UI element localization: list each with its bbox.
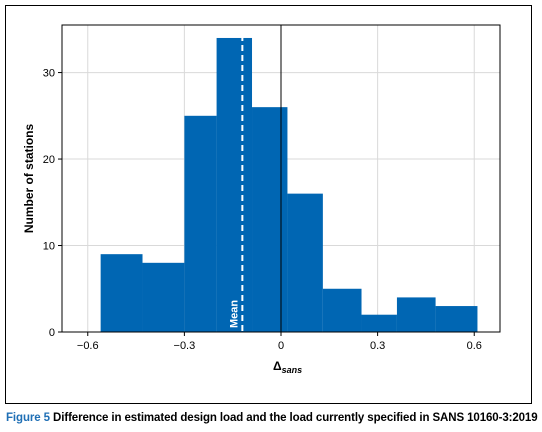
y-axis-label: Number of stations <box>22 124 36 234</box>
histogram-bar <box>435 306 478 332</box>
histogram-bar <box>216 37 253 332</box>
x-tick-label: −0.6 <box>77 340 99 352</box>
y-tick-label: 10 <box>43 241 55 253</box>
y-tick-label: 0 <box>49 327 55 339</box>
mean-label: Mean <box>228 300 240 328</box>
y-axis-ticks: 0 10 20 30 <box>43 68 62 339</box>
figure-number: Figure 5 <box>6 412 50 424</box>
histogram-bar <box>322 288 362 332</box>
histogram-bar <box>100 254 143 332</box>
figure-caption-text: Difference in estimated design load and … <box>53 412 538 424</box>
x-tick-label: 0 <box>278 340 284 352</box>
x-tick-label: 0.6 <box>467 340 482 352</box>
x-axis-label-main: Δ <box>273 359 282 373</box>
histogram-bar <box>252 107 288 332</box>
x-tick-label: 0.3 <box>370 340 385 352</box>
x-tick-label: −0.3 <box>174 340 196 352</box>
histogram-bar <box>287 193 323 332</box>
histogram-chart: Mean −0.6 −0.3 0 0.3 0.6 0 10 20 30 Number of s… <box>22 24 501 375</box>
histogram-bar <box>361 314 397 332</box>
figure-frame <box>5 5 532 404</box>
x-axis-label: Δsans <box>273 359 302 375</box>
y-tick-label: 20 <box>43 154 55 166</box>
x-axis-ticks: −0.6 −0.3 0 0.3 0.6 <box>77 332 482 352</box>
x-axis-label-subscript: sans <box>282 365 303 375</box>
histogram-bar <box>184 115 217 332</box>
y-tick-label: 30 <box>43 68 55 80</box>
figure-caption: Figure 5 Difference in estimated design … <box>6 412 538 424</box>
histogram-bar <box>396 297 436 332</box>
histogram-bar <box>142 262 185 332</box>
histogram-bars <box>100 37 478 332</box>
